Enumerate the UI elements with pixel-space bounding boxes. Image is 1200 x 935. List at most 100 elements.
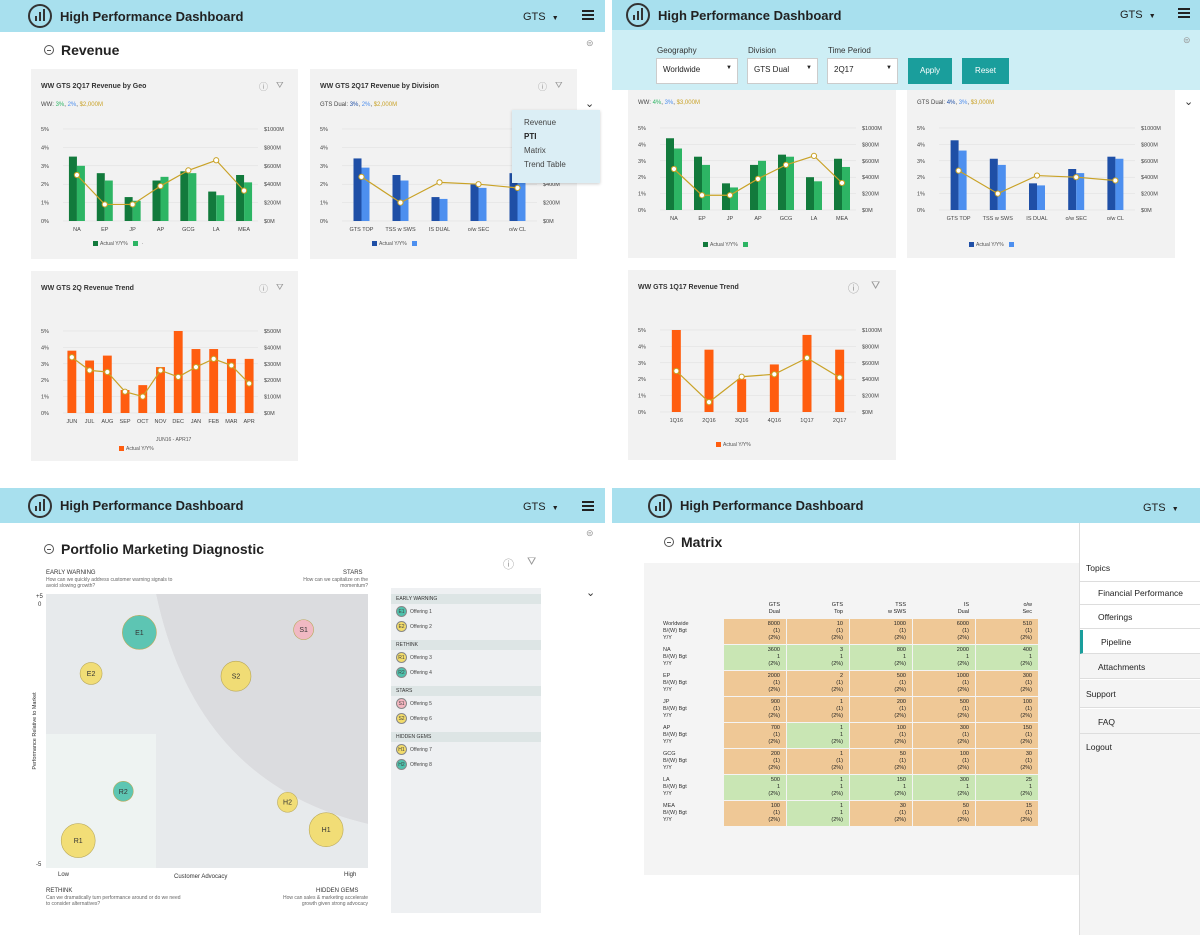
table-row[interactable]: EP B/(W) Bgt Y/Y 2000 (1) (2%) 2 (1) (2%) 500 (1)(… [661, 671, 1038, 696]
list-item[interactable]: R1 Offering 3 [391, 650, 541, 665]
table-cell[interactable]: 100 (1) (2%) [850, 723, 912, 748]
table-cell[interactable]: 510 (1) (2%) [976, 619, 1038, 644]
filter-icon[interactable]: ⛛ [871, 280, 881, 292]
filter-circle-icon[interactable]: ⊜ [1183, 35, 1191, 45]
table-cell[interactable]: 150 (1) (2%) [976, 723, 1038, 748]
table-cell[interactable]: 3 1 (2%) [787, 645, 849, 670]
list-item[interactable]: H1 Offering 7 [391, 742, 541, 757]
table-cell[interactable]: 1 (1) (2%) [787, 697, 849, 722]
table-cell[interactable]: 800 1 (2%) [850, 645, 912, 670]
table-row[interactable]: NA B/(W) Bgt Y/Y 3600 1 (2%) 3 1 (2%) 800 1 (2%) 200… [661, 645, 1038, 670]
filter-icon[interactable]: ⛛ [555, 80, 563, 90]
filter-circle-icon[interactable]: ⊜ [586, 528, 594, 538]
table-cell[interactable]: 10 (1) (2%) [787, 619, 849, 644]
table-cell[interactable]: 25 1 (2%) [976, 775, 1038, 800]
sidebar-item-financial-performance[interactable]: Financial Performance [1080, 581, 1200, 605]
org-select[interactable]: GTS ▼ [1143, 502, 1179, 514]
table-cell[interactable]: 300 1 (2%) [913, 775, 975, 800]
table-cell[interactable]: 15 (1) (2%) [976, 801, 1038, 826]
table-cell[interactable]: 2000 1 (2%) [913, 645, 975, 670]
sidebar-item-support[interactable]: Support [1080, 680, 1200, 708]
table-row[interactable]: JP B/(W) Bgt Y/Y 900 (1) (2%) 1 (1) (2%) 200 (1) (2… [661, 697, 1038, 722]
table-cell[interactable]: 3600 1 (2%) [724, 645, 786, 670]
table-cell[interactable]: 300 (1) (2%) [976, 671, 1038, 696]
list-item[interactable]: S2 Offering 6 [391, 711, 541, 726]
table-cell[interactable]: 100 (1) (2%) [976, 697, 1038, 722]
table-cell[interactable]: 200 (1) (2%) [850, 697, 912, 722]
sidebar-item-attachments[interactable]: Attachments [1080, 654, 1200, 679]
table-cell[interactable]: 500 (1) (2%) [850, 671, 912, 696]
filter-icon[interactable]: ⛛ [527, 556, 537, 568]
sidebar-item-logout[interactable]: Logout [1080, 734, 1200, 935]
table-row[interactable]: MEA B/(W) Bgt Y/Y 100 (1) (2%) 1 1 (2%) 30 (1) (2%)… [661, 801, 1038, 826]
table-cell[interactable]: 1000 (1) (2%) [850, 619, 912, 644]
table-cell[interactable]: 30 (1) (2%) [850, 801, 912, 826]
table-cell[interactable]: 1 (1) (2%) [787, 749, 849, 774]
table-cell[interactable]: 30 (1) (2%) [976, 749, 1038, 774]
table-cell[interactable]: 700 (1) (2%) [724, 723, 786, 748]
apply-button[interactable]: Apply [908, 58, 952, 84]
list-item[interactable]: R2 Offering 4 [391, 665, 541, 680]
geography-select[interactable]: Worldwide [656, 58, 738, 84]
filter-icon[interactable]: ⛛ [276, 80, 284, 90]
menu-item-matrix[interactable]: Matrix [524, 146, 546, 155]
info-icon[interactable]: ⓘ [259, 82, 269, 92]
sidebar-item-topics[interactable]: Topics [1086, 563, 1111, 573]
table-cell[interactable]: 400 1 (2%) [976, 645, 1038, 670]
reset-button[interactable]: Reset [962, 58, 1009, 84]
filter-circle-icon[interactable]: ⊜ [586, 38, 594, 48]
table-cell[interactable]: 900 (1) (2%) [724, 697, 786, 722]
table-cell[interactable]: 50 (1) (2%) [850, 749, 912, 774]
info-icon[interactable]: ⓘ [538, 82, 548, 92]
expand-chevron-icon[interactable]: ⌄ [1184, 96, 1194, 108]
hamburger-menu-icon[interactable] [1178, 8, 1190, 18]
hamburger-menu-icon[interactable] [582, 10, 594, 20]
column-header[interactable]: TSS w SWS [887, 602, 906, 615]
table-cell[interactable]: 500 (1) (2%) [913, 697, 975, 722]
division-select[interactable]: GTS Dual [747, 58, 818, 84]
table-cell[interactable]: 6000 (1) (2%) [913, 619, 975, 644]
column-header[interactable]: GTS Top [831, 602, 843, 615]
list-item[interactable]: S1 Offering 5 [391, 696, 541, 711]
column-header[interactable]: GTS Dual [768, 602, 780, 615]
table-row[interactable]: Worldwide B/(W) Bgt Y/Y 8000 (1) (2%) 10 (1) (2%… [661, 619, 1038, 644]
column-header[interactable]: o/w Sec [1022, 602, 1032, 615]
collapse-icon[interactable] [44, 45, 54, 55]
table-row[interactable]: AP B/(W) Bgt Y/Y 700 (1) (2%) 1 1 (2%) 100 (1) (2%)… [661, 723, 1038, 748]
menu-item-revenue[interactable]: Revenue [524, 118, 557, 127]
time-period-select[interactable]: 2Q17 [827, 58, 898, 84]
info-icon[interactable]: ⓘ [259, 284, 269, 294]
table-cell[interactable]: 100 (1) (2%) [724, 801, 786, 826]
org-select[interactable]: GTS ▼ [1120, 9, 1156, 21]
table-cell[interactable]: 200 (1) (2%) [724, 749, 786, 774]
info-icon[interactable]: ⓘ [503, 559, 514, 571]
expand-chevron-icon[interactable]: ⌄ [585, 98, 595, 110]
table-cell[interactable]: 2000 (1) (2%) [724, 671, 786, 696]
hamburger-menu-icon[interactable] [582, 501, 594, 511]
expand-chevron-icon[interactable]: ⌄ [586, 587, 596, 599]
list-item[interactable]: E1 Offering 1 [391, 604, 541, 619]
list-item[interactable]: E2 Offering 2 [391, 619, 541, 634]
table-cell[interactable]: 300 (1) (2%) [913, 723, 975, 748]
table-cell[interactable]: 1000 (1) (2%) [913, 671, 975, 696]
menu-item-trend-table[interactable]: Trend Table [524, 160, 566, 169]
table-cell[interactable]: 1 1 (2%) [787, 801, 849, 826]
collapse-icon[interactable] [664, 537, 674, 547]
table-cell[interactable]: 100 (1) (2%) [913, 749, 975, 774]
table-cell[interactable]: 2 (1) (2%) [787, 671, 849, 696]
table-cell[interactable]: 50 (1) (2%) [913, 801, 975, 826]
org-select[interactable]: GTS ▼ [523, 501, 559, 513]
collapse-icon[interactable] [44, 544, 54, 554]
table-cell[interactable]: 8000 (1) (2%) [724, 619, 786, 644]
filter-icon[interactable]: ⛛ [276, 282, 284, 292]
sidebar-item-pipeline[interactable]: Pipeline [1080, 630, 1200, 654]
table-cell[interactable]: 150 1 (2%) [850, 775, 912, 800]
menu-item-pti[interactable]: PTI [524, 132, 537, 141]
table-cell[interactable]: 500 1 (2%) [724, 775, 786, 800]
column-header[interactable]: IS Dual [957, 602, 969, 615]
table-cell[interactable]: 1 1 (2%) [787, 775, 849, 800]
org-select[interactable]: GTS ▼ [523, 11, 559, 23]
table-cell[interactable]: 1 1 (2%) [787, 723, 849, 748]
list-item[interactable]: H2 Offering 8 [391, 757, 541, 772]
sidebar-item-faq[interactable]: FAQ [1080, 709, 1200, 734]
